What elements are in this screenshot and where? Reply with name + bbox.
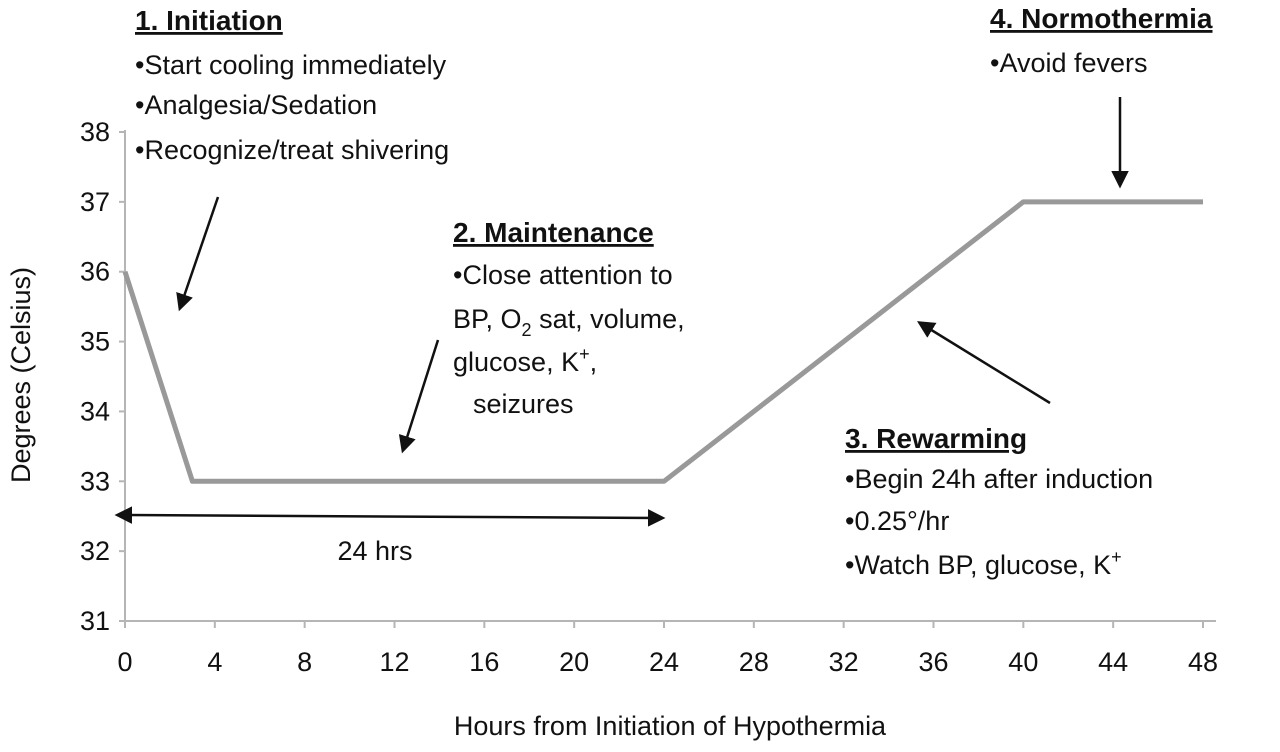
maintenance-glucose-text: glucose, K <box>453 347 579 377</box>
normothermia-heading: 4. Normothermia <box>990 3 1213 34</box>
y-tick-label: 35 <box>80 327 110 357</box>
span-arrow <box>114 506 666 527</box>
x-tick-label: 44 <box>1098 647 1128 677</box>
x-tick-label: 8 <box>297 647 312 677</box>
rewarming-bullet-2: •0.25°/hr <box>845 506 949 536</box>
maintenance-bp-text: BP, O <box>453 304 522 334</box>
y-tick-label: 34 <box>80 396 110 426</box>
x-tick-label: 36 <box>918 647 948 677</box>
maintenance-k-superscript: + <box>579 344 590 364</box>
maintenance-o2-subscript: 2 <box>522 320 532 340</box>
y-tick-label: 32 <box>80 536 110 566</box>
x-tick-label: 48 <box>1188 647 1218 677</box>
temperature-line <box>122 199 1203 484</box>
x-tick-label: 16 <box>469 647 499 677</box>
rewarming-watch-text: •Watch BP, glucose, K <box>845 550 1111 580</box>
initiation-bullet-3: •Recognize/treat shivering <box>135 135 449 165</box>
y-tick-label: 37 <box>80 187 110 217</box>
maintenance-line-4: seizures <box>473 389 574 419</box>
rewarming-heading: 3. Rewarming <box>845 423 1027 454</box>
span-label: 24 hrs <box>337 536 412 566</box>
x-axis-label: Hours from Initiation of Hypothermia <box>454 711 887 741</box>
maintenance-line-3: glucose, K+, <box>453 344 597 377</box>
rewarming-bullet-1: •Begin 24h after induction <box>845 464 1153 494</box>
x-tick-label: 32 <box>829 647 859 677</box>
maintenance-line-2: BP, O2 sat, volume, <box>453 304 685 340</box>
y-tick-label: 36 <box>80 257 110 287</box>
x-tick-label: 20 <box>559 647 589 677</box>
normothermia-bullet-1: •Avoid fevers <box>990 48 1148 78</box>
x-tick-label: 24 <box>649 647 679 677</box>
rewarming-arrow <box>917 321 1051 405</box>
initiation-arrow <box>176 196 220 312</box>
x-tick-label: 0 <box>117 647 132 677</box>
maintenance-comma: , <box>590 347 598 377</box>
rewarming-bullet-3: •Watch BP, glucose, K+ <box>845 547 1122 580</box>
x-tick-label: 4 <box>207 647 222 677</box>
maintenance-sat-text: sat, volume, <box>532 304 685 334</box>
maintenance-heading: 2. Maintenance <box>453 217 654 248</box>
initiation-heading: 1. Initiation <box>135 5 283 36</box>
maintenance-bullet-1: •Close attention to <box>453 260 673 290</box>
initiation-bullet-1: •Start cooling immediately <box>135 50 447 80</box>
initiation-bullet-2: •Analgesia/Sedation <box>135 90 377 120</box>
y-tick-label: 31 <box>80 606 110 636</box>
maintenance-arrow <box>398 339 440 454</box>
x-tick-label: 12 <box>379 647 409 677</box>
x-tick-label: 28 <box>739 647 769 677</box>
y-tick-label: 33 <box>80 466 110 496</box>
y-axis-label: Degrees (Celsius) <box>6 267 36 483</box>
y-tick-label: 38 <box>80 117 110 147</box>
x-tick-label: 40 <box>1008 647 1038 677</box>
rewarming-k-superscript: + <box>1111 547 1122 567</box>
